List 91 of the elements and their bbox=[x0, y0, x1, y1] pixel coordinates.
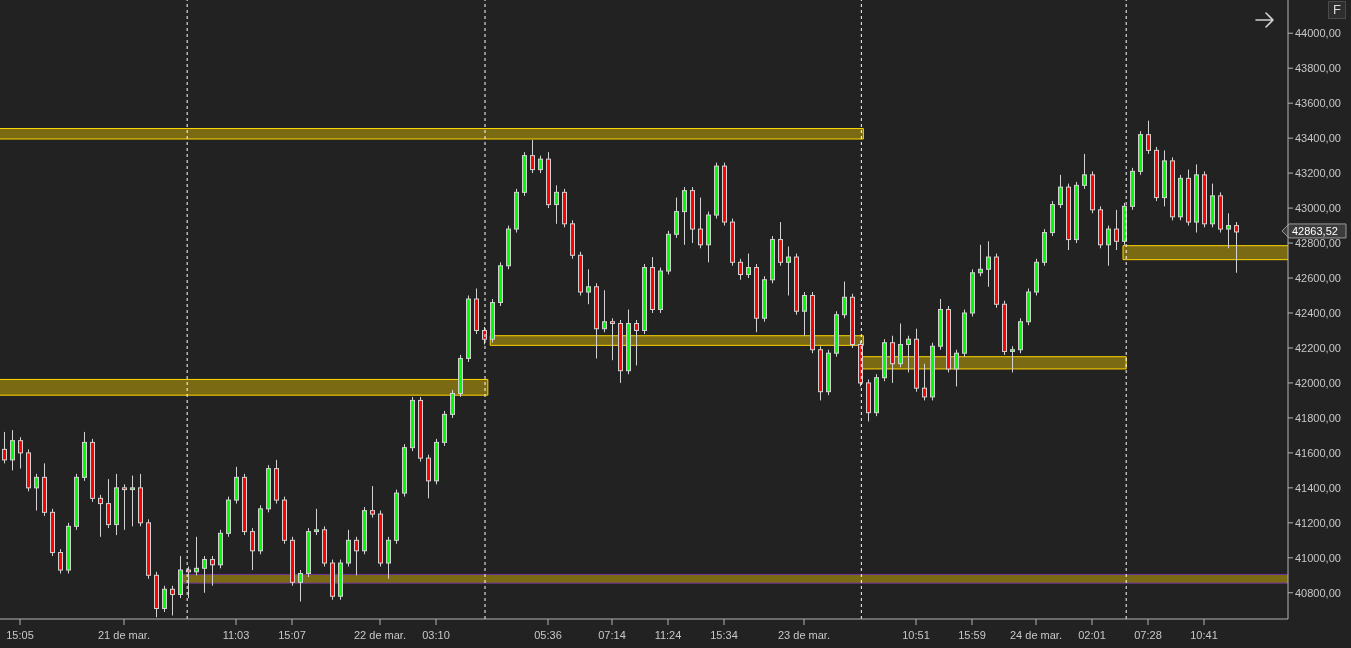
candlestick bbox=[954, 349, 959, 387]
candlestick bbox=[922, 363, 927, 401]
candlestick bbox=[610, 317, 615, 361]
letter-button: F bbox=[1328, 1, 1346, 19]
candlestick bbox=[122, 483, 127, 531]
y-tick-label: 43200,00 bbox=[1295, 167, 1341, 180]
x-tick-label: 02:01 bbox=[1078, 628, 1106, 641]
candlestick bbox=[18, 436, 23, 470]
candlestick bbox=[1082, 153, 1087, 190]
candlestick bbox=[1234, 221, 1239, 274]
candlestick bbox=[314, 508, 319, 536]
y-tick-label: 41600,00 bbox=[1295, 446, 1341, 459]
candlestick bbox=[10, 429, 15, 471]
y-tick-label: 43800,00 bbox=[1295, 62, 1341, 75]
text: 42863,52 bbox=[1292, 224, 1338, 237]
candlestick bbox=[554, 184, 559, 225]
candlestick bbox=[194, 536, 199, 576]
candlestick bbox=[2, 431, 7, 464]
x-tick-label: 15:07 bbox=[278, 628, 306, 641]
candlestick bbox=[586, 268, 591, 305]
candlestick bbox=[978, 244, 983, 277]
y-tick-label: 42200,00 bbox=[1295, 341, 1341, 354]
candlestick bbox=[162, 585, 167, 613]
y-tick-label: 40800,00 bbox=[1295, 586, 1341, 599]
candlestick bbox=[210, 555, 215, 587]
x-tick-label: 11:24 bbox=[654, 628, 682, 641]
candlestick bbox=[106, 478, 111, 529]
x-tick-label: 15:05 bbox=[6, 628, 34, 641]
candlestick bbox=[786, 246, 791, 297]
y-tick-label: 42600,00 bbox=[1295, 271, 1341, 284]
candlestick bbox=[1114, 209, 1119, 251]
candlestick bbox=[186, 566, 191, 599]
candlestick bbox=[1226, 212, 1231, 249]
candlestick bbox=[58, 548, 63, 575]
candlestick bbox=[426, 454, 431, 499]
candlestick bbox=[842, 281, 847, 319]
x-tick-label: 10:51 bbox=[902, 628, 930, 641]
x-tick-label: 23 de mar. bbox=[778, 628, 830, 641]
candlestick bbox=[370, 485, 375, 519]
candlestick bbox=[778, 221, 783, 267]
x-tick-label: 07:14 bbox=[598, 628, 626, 641]
candlestick bbox=[1106, 225, 1111, 267]
y-tick-label: 41400,00 bbox=[1295, 481, 1341, 494]
x-tick-label: 22 de mar. bbox=[354, 628, 406, 641]
y-tick-label: 43600,00 bbox=[1295, 97, 1341, 110]
candlestick bbox=[98, 494, 103, 538]
y-tick-label: 44000,00 bbox=[1295, 27, 1341, 40]
candlestick bbox=[986, 240, 991, 288]
candlestick bbox=[202, 555, 207, 594]
candlestick bbox=[738, 258, 743, 281]
candlestick bbox=[898, 322, 903, 368]
y-tick-label: 42000,00 bbox=[1295, 376, 1341, 389]
y-tick-label: 43400,00 bbox=[1295, 132, 1341, 145]
candlestick bbox=[746, 253, 751, 279]
candlestick bbox=[1146, 120, 1151, 155]
candlestick bbox=[34, 473, 39, 512]
candlestick bbox=[634, 319, 639, 366]
candlestick bbox=[890, 335, 895, 384]
candlestick bbox=[354, 536, 359, 576]
candlestick bbox=[1058, 174, 1063, 209]
x-tick-label: 21 de mar. bbox=[98, 628, 150, 641]
candlestick bbox=[130, 475, 135, 527]
y-tick-label: 42800,00 bbox=[1295, 236, 1341, 249]
candlestick bbox=[602, 289, 607, 333]
x-tick-label: 07:28 bbox=[1134, 628, 1162, 641]
candlestick bbox=[698, 197, 703, 249]
x-tick-label: 15:59 bbox=[958, 628, 986, 641]
y-tick-label: 41800,00 bbox=[1295, 411, 1341, 424]
candlestick bbox=[346, 529, 351, 568]
candlestick bbox=[298, 569, 303, 603]
x-tick-label: 24 de mar. bbox=[1010, 628, 1062, 641]
candlestick bbox=[450, 389, 455, 419]
candlestick bbox=[802, 291, 807, 337]
candlestick bbox=[386, 536, 391, 580]
candlestick bbox=[906, 335, 911, 373]
x-tick-label: 15:34 bbox=[710, 628, 738, 641]
candlestick bbox=[530, 139, 535, 174]
y-tick-label: 41200,00 bbox=[1295, 516, 1341, 529]
candlestick bbox=[234, 466, 239, 505]
x-tick-label: 11:03 bbox=[222, 628, 250, 641]
candlestick bbox=[250, 527, 255, 571]
candlestick bbox=[674, 197, 679, 239]
y-tick-label: 43000,00 bbox=[1295, 201, 1341, 214]
x-tick-label: 05:36 bbox=[534, 628, 562, 641]
candlestick bbox=[170, 585, 175, 616]
y-tick-label: 42400,00 bbox=[1295, 306, 1341, 319]
candlestick bbox=[1010, 345, 1015, 373]
candlestick bbox=[682, 186, 687, 246]
x-tick-label: 03:10 bbox=[422, 628, 450, 641]
y-tick-label: 41000,00 bbox=[1295, 551, 1341, 564]
x-tick-label: 10:41 bbox=[1190, 628, 1218, 641]
